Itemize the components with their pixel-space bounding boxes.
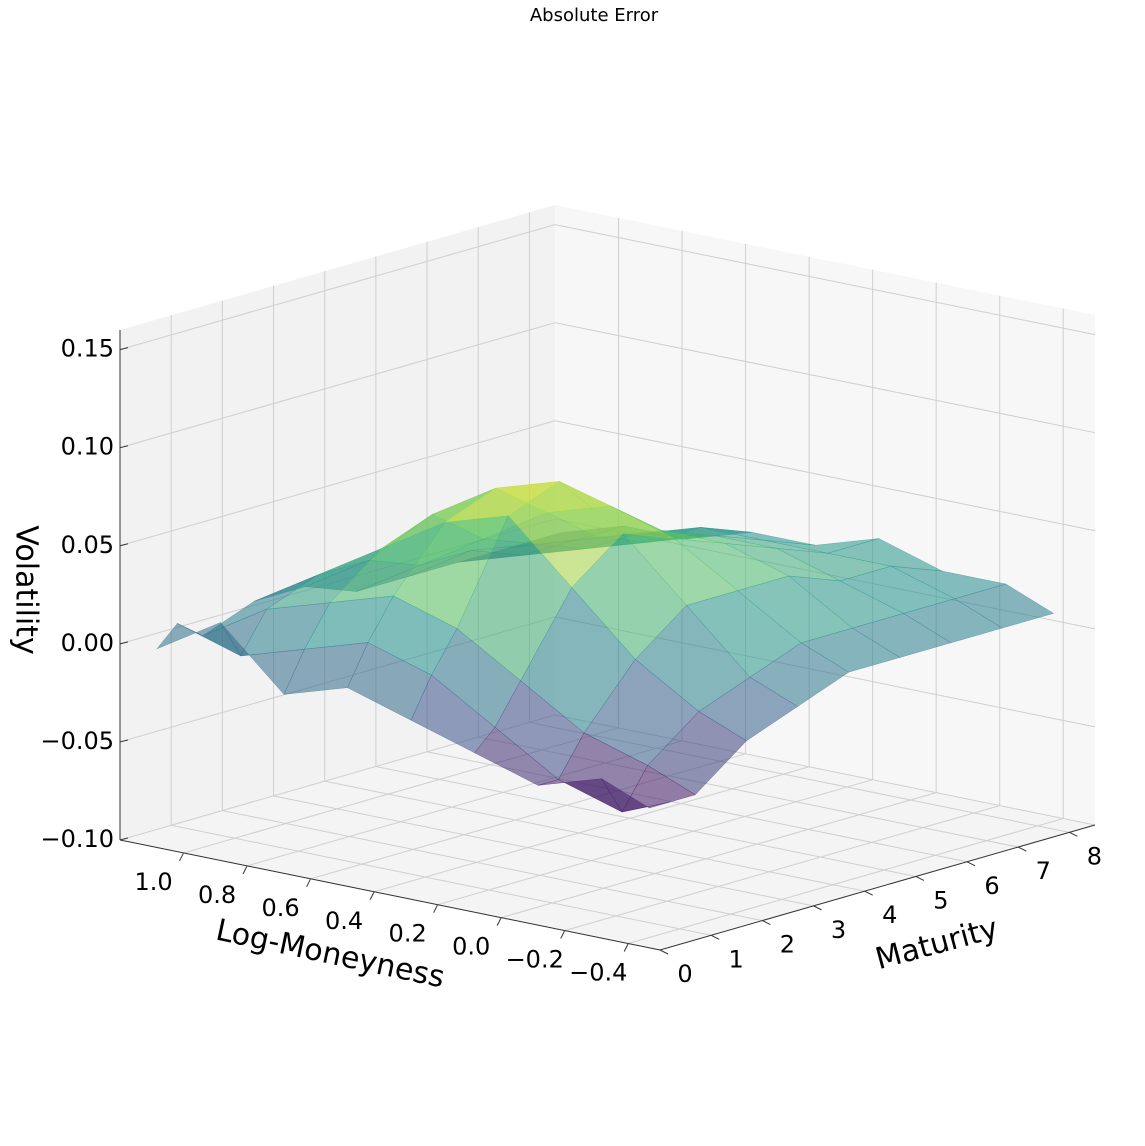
chart-title: Absolute Error: [530, 5, 659, 26]
x-tick-mark: [179, 852, 184, 862]
x-tick-mark: [306, 878, 312, 888]
z-tick-label: 0.10: [61, 433, 114, 461]
y-tick-label: 7: [1036, 857, 1051, 885]
grid-line: [373, 766, 810, 893]
x-tick-mark: [242, 865, 248, 875]
y-tick-label: 6: [984, 872, 999, 900]
y-tick-label: 2: [780, 931, 795, 959]
z-tick-label: 0.15: [61, 335, 114, 363]
grid-line: [554, 322, 1096, 434]
x-tick-mark: [433, 904, 439, 913]
grid-line: [564, 805, 1000, 932]
x-tick-mark: [369, 891, 375, 900]
y-tick-mark: [813, 905, 822, 911]
y-tick-label: 5: [933, 886, 948, 914]
y-tick-mark: [915, 876, 925, 881]
z-tick-mark: [119, 347, 129, 351]
floor-pane: [120, 715, 1095, 950]
z-tick-label: 0.05: [61, 531, 114, 559]
y-tick-mark: [1069, 831, 1078, 837]
x-tick-label: 0.8: [198, 881, 236, 909]
y-tick-mark: [864, 890, 873, 896]
z-tick-mark: [119, 739, 129, 743]
grid-line: [554, 420, 1096, 532]
z-tick-mark: [119, 445, 129, 449]
x-tick-label: 0.6: [262, 894, 300, 922]
axis-line: [659, 824, 1096, 951]
y-tick-mark: [1018, 846, 1027, 852]
x-tick-label: 0.0: [452, 933, 490, 961]
y-tick-mark: [762, 920, 771, 926]
grid-line: [437, 779, 873, 906]
axis-line: [119, 839, 661, 951]
x-tick-label: 0.4: [325, 907, 363, 935]
y-tick-mark: [966, 861, 976, 867]
x-tick-label: −0.2: [506, 946, 564, 974]
y-tick-label: 0: [677, 960, 692, 988]
grid-line: [171, 824, 712, 936]
x-tick-mark: [560, 930, 566, 939]
z-tick-mark: [119, 543, 129, 547]
grid-line: [119, 420, 556, 547]
x-tick-mark: [623, 943, 629, 952]
y-tick-label: 3: [831, 916, 846, 944]
z-tick-label: −0.05: [40, 727, 114, 755]
surface-patch: [601, 778, 670, 813]
x-tick-label: −0.4: [569, 959, 627, 987]
z-tick-mark: [119, 641, 129, 645]
y-tick-label: 1: [729, 945, 744, 973]
z-axis-label: Volatility: [9, 525, 44, 655]
grid-line: [119, 224, 556, 351]
y-tick-mark: [710, 934, 720, 940]
y-tick-label: 4: [882, 901, 897, 929]
x-tick-mark: [496, 917, 502, 926]
grid-line: [501, 792, 937, 919]
y-tick-label: 8: [1087, 842, 1102, 870]
grid-line: [628, 818, 1064, 945]
grid-line: [324, 780, 865, 892]
z-tick-mark: [119, 837, 129, 841]
grid-line: [554, 224, 1096, 336]
z-tick-label: 0.00: [61, 629, 114, 657]
y-tick-mark: [659, 949, 669, 955]
x-tick-label: 1.0: [134, 868, 172, 896]
grid-line: [273, 795, 814, 907]
grid-line: [375, 765, 916, 877]
grid-line: [119, 322, 556, 449]
x-tick-label: 0.2: [389, 920, 427, 948]
grid-line: [222, 810, 763, 922]
z-tick-label: −0.10: [40, 825, 114, 853]
